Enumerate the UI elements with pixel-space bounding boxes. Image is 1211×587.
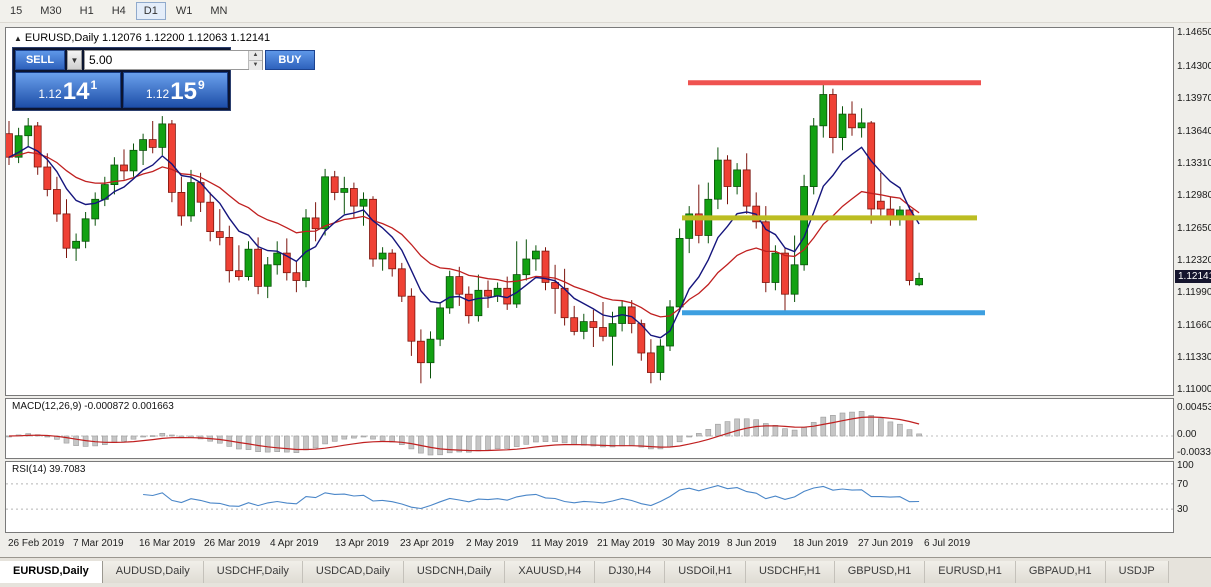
timeframe-button-H4[interactable]: H4: [111, 5, 126, 17]
date-axis-label: 26 Mar 2019: [204, 538, 261, 549]
timeframe-button-MN[interactable]: MN: [210, 5, 228, 17]
chart-tab-usdchf-h1[interactable]: USDCHF,H1: [745, 561, 835, 583]
collapse-panel-icon[interactable]: ▲: [14, 34, 22, 43]
volume-dropdown-button[interactable]: ▼: [67, 50, 82, 70]
price-axis-label: 1.14300: [1177, 61, 1211, 72]
timeframe-button-15[interactable]: 15: [10, 5, 23, 17]
macd-axis-label: 0.004537: [1177, 402, 1211, 413]
spin-up-icon[interactable]: ▲: [249, 51, 262, 61]
chart-tab-xauusd-h4[interactable]: XAUUSD,H4: [505, 561, 596, 583]
rsi-axis-label: 70: [1177, 479, 1189, 490]
volume-stepper: ▲ ▼: [248, 51, 262, 70]
date-axis-label: 23 Apr 2019: [400, 538, 454, 549]
price-axis-label: 1.13640: [1177, 126, 1211, 137]
date-axis-label: 2 May 2019: [466, 538, 519, 549]
volume-field-wrap: ▲ ▼: [84, 50, 263, 70]
ask-point: 9: [197, 78, 205, 92]
bid-price-button[interactable]: 1.12 14 1: [15, 72, 121, 108]
timeframe-button-M30[interactable]: M30: [40, 5, 62, 17]
bid-pips: 14: [62, 78, 90, 105]
ask-price-button[interactable]: 1.12 15 9: [122, 72, 228, 108]
ask-prefix: 1.12: [145, 87, 170, 101]
date-axis-label: 21 May 2019: [597, 538, 655, 549]
date-axis[interactable]: 26 Feb 2019 7 Mar 2019 16 Mar 2019 26 Mar 2…: [5, 533, 1174, 557]
date-axis-label: 8 Jun 2019: [727, 538, 777, 549]
timeframe-button-W1[interactable]: W1: [175, 5, 193, 17]
chart-tab-bar: EURUSD,Daily AUDUSD,Daily USDCHF,Daily USDC…: [0, 557, 1211, 587]
rsi-label: RSI(14) 39.7083: [12, 464, 86, 475]
macd-plot: [6, 399, 1173, 463]
date-axis-label: 4 Apr 2019: [270, 538, 319, 549]
rsi-axis-label: 30: [1177, 504, 1189, 515]
price-axis-label: 1.13970: [1177, 93, 1211, 104]
date-axis-label: 30 May 2019: [662, 538, 720, 549]
volume-input[interactable]: [85, 51, 248, 69]
price-axis-label: 1.14650: [1177, 27, 1211, 38]
chart-tab-eurusd-h1[interactable]: EURUSD,H1: [925, 561, 1016, 583]
macd-label: MACD(12,26,9) -0.000872 0.001663: [12, 401, 174, 412]
price-axis-label: 1.13310: [1177, 158, 1211, 169]
candlestick-plot[interactable]: [5, 28, 1173, 400]
chart-symbol-label: EURUSD,Daily: [24, 32, 99, 44]
chart-ohlc-header: ▲ EURUSD,Daily 1.12076 1.12200 1.12063 1.…: [14, 32, 270, 44]
chart-tab-dj30-h4[interactable]: DJ30,H4: [595, 561, 666, 583]
timeframe-toolbar: 15 M30 H1 H4 D1 W1 MN: [0, 0, 1211, 23]
rsi-axis-label: 100: [1177, 460, 1194, 471]
price-axis-label: 1.12980: [1177, 190, 1211, 201]
price-axis-label: 1.11330: [1177, 352, 1211, 363]
date-axis-label: 6 Jul 2019: [924, 538, 971, 549]
price-axis-label: 1.11000: [1177, 384, 1211, 395]
date-axis-label: 27 Jun 2019: [858, 538, 914, 549]
date-axis-label: 26 Feb 2019: [8, 538, 65, 549]
macd-axis-label: 0.00: [1177, 429, 1197, 440]
timeframe-button-D1[interactable]: D1: [135, 2, 166, 20]
sell-button[interactable]: SELL: [15, 50, 65, 70]
rsi-panel[interactable]: RSI(14) 39.7083: [5, 461, 1174, 533]
date-axis-label: 11 May 2019: [531, 538, 589, 549]
chart-tab-eurusd-daily[interactable]: EURUSD,Daily: [0, 561, 103, 583]
timeframe-button-H1[interactable]: H1: [79, 5, 94, 17]
chart-tab-usdjp[interactable]: USDJP: [1105, 561, 1169, 583]
rsi-plot: [6, 462, 1173, 537]
chart-tab-usdcnh-daily[interactable]: USDCNH,Daily: [403, 561, 506, 583]
main-chart-panel[interactable]: ▲ EURUSD,Daily 1.12076 1.12200 1.12063 1.…: [5, 27, 1174, 396]
chevron-down-icon: ▼: [70, 55, 79, 65]
spin-down-icon[interactable]: ▼: [249, 61, 262, 70]
date-axis-label: 16 Mar 2019: [139, 538, 196, 549]
price-axis-label: 1.11660: [1177, 320, 1211, 331]
date-axis-label: 18 Jun 2019: [793, 538, 849, 549]
ma-fast-line: [8, 145, 920, 339]
chart-tab-usdcad-daily[interactable]: USDCAD,Daily: [302, 561, 404, 583]
rsi-line: [143, 485, 920, 510]
chart-tab-usdoil-h1[interactable]: USDOil,H1: [665, 561, 746, 583]
ask-pips: 15: [170, 78, 197, 105]
chart-tab-gbpusd-h1[interactable]: GBPUSD,H1: [834, 561, 926, 583]
candlestick-chart[interactable]: [5, 28, 1173, 395]
macd-chart: [6, 411, 1173, 456]
price-axis-label: 1.12320: [1177, 255, 1211, 266]
buy-button[interactable]: BUY: [265, 50, 315, 70]
bid-prefix: 1.12: [38, 87, 62, 101]
chart-ohlc-values: 1.12076 1.12200 1.12063 1.12141: [101, 32, 271, 44]
rsi-chart: [6, 483, 1173, 510]
ma-slow-line: [8, 151, 920, 318]
price-axis-label: 1.12650: [1177, 223, 1211, 234]
bid-point: 1: [90, 78, 98, 92]
macd-signal-line: [8, 416, 920, 452]
macd-panel[interactable]: MACD(12,26,9) -0.000872 0.001663: [5, 398, 1174, 459]
chart-tab-gbpaud-h1[interactable]: GBPAUD,H1: [1015, 561, 1106, 583]
date-axis-label: 13 Apr 2019: [335, 538, 389, 549]
macd-axis-label: -0.003362: [1177, 447, 1211, 458]
price-scale[interactable]: 1.14650 1.14300 1.13970 1.13640 1.13310 1.129…: [1175, 27, 1211, 533]
chart-tab-audusd-daily[interactable]: AUDUSD,Daily: [102, 561, 204, 583]
date-axis-label: 7 Mar 2019: [73, 538, 124, 549]
current-price-badge: 1.12141: [1175, 270, 1211, 283]
chart-tab-usdchf-daily[interactable]: USDCHF,Daily: [203, 561, 303, 583]
price-axis-label: 1.11990: [1177, 287, 1211, 298]
